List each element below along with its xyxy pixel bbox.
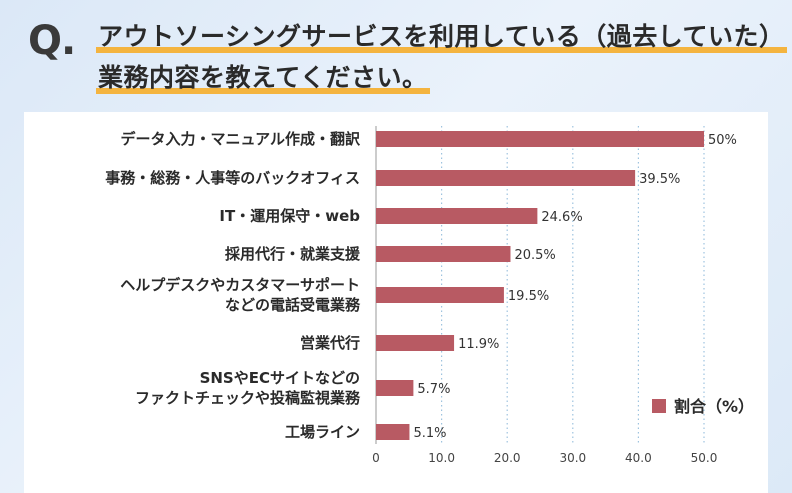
category-label: ヘルプデスクやカスタマーサポート: [120, 276, 360, 294]
category-label: 工場ライン: [285, 423, 360, 441]
bar: [376, 170, 636, 186]
category-label: 事務・総務・人事等のバックオフィス: [105, 169, 360, 187]
bar: [376, 287, 504, 303]
chart-panel: 0 10.0 20.0 30.0 40.0 50.0 50% データ入力・マニュアル作成・翻訳…: [24, 112, 768, 493]
legend-swatch: [652, 399, 666, 413]
bar: [376, 424, 410, 440]
bar-value-label: 5.1%: [413, 426, 446, 441]
category-label: 採用代行・就業支援: [225, 245, 361, 263]
bar-value-label: 20.5%: [514, 248, 555, 263]
category-label: などの電話受電業務: [225, 296, 361, 314]
x-tick-label: 0: [372, 451, 380, 465]
bar-value-label: 11.9%: [458, 337, 499, 352]
bar-value-label: 5.7%: [417, 382, 450, 397]
bar-value-label: 19.5%: [508, 289, 549, 304]
bar-value-label: 39.5%: [639, 172, 680, 187]
category-label: SNSやECサイトなどの: [200, 369, 360, 387]
category-label: IT・運用保守・web: [219, 207, 360, 225]
x-tick-label: 20.0: [494, 451, 521, 465]
x-tick-label: 50.0: [691, 451, 718, 465]
x-tick-label: 30.0: [559, 451, 586, 465]
bar: [376, 131, 704, 147]
bar: [376, 246, 511, 262]
bar: [376, 335, 455, 351]
x-tick-label: 10.0: [428, 451, 455, 465]
title-line-1: アウトソーシングサービスを利用している（過去していた）: [96, 21, 787, 53]
legend-label: 割合（%）: [674, 397, 754, 416]
x-tick-label: 40.0: [625, 451, 652, 465]
category-label: データ入力・マニュアル作成・翻訳: [120, 130, 361, 148]
bar-value-label: 50%: [708, 133, 737, 148]
bar-chart: 0 10.0 20.0 30.0 40.0 50.0 50% データ入力・マニュアル作成・翻訳…: [105, 126, 754, 465]
bar: [376, 208, 538, 224]
category-label: ファクトチェックや投稿監視業務: [135, 389, 361, 407]
q-mark: Q.: [28, 18, 76, 64]
title-line-2: 業務内容を教えてください。: [96, 62, 430, 94]
bar: [376, 380, 414, 396]
bar-value-label: 24.6%: [541, 210, 582, 225]
category-label: 営業代行: [300, 334, 360, 352]
